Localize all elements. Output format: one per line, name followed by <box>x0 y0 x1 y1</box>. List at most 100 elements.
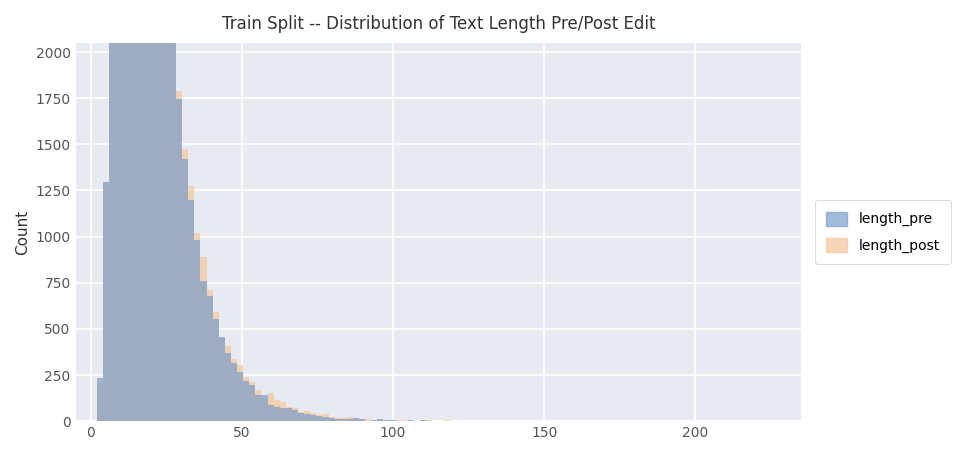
Bar <box>164 0 170 421</box>
Bar <box>218 337 225 421</box>
Bar <box>176 91 183 421</box>
Bar <box>378 419 384 421</box>
Bar <box>328 418 334 421</box>
Bar <box>310 413 316 421</box>
Bar <box>389 420 396 421</box>
Bar <box>121 0 128 421</box>
Bar <box>176 99 183 421</box>
Bar <box>237 372 243 421</box>
Bar <box>273 400 280 421</box>
Bar <box>359 419 365 421</box>
Bar <box>262 394 268 421</box>
Bar <box>128 0 133 421</box>
Bar <box>304 414 310 421</box>
Bar <box>389 420 396 421</box>
Bar <box>286 408 292 421</box>
Bar <box>365 420 371 421</box>
Bar <box>334 419 341 421</box>
Bar <box>201 257 207 421</box>
Bar <box>353 418 359 421</box>
Bar <box>201 281 207 421</box>
Bar <box>194 233 201 421</box>
Bar <box>97 378 102 421</box>
Bar <box>194 240 201 421</box>
Bar <box>268 394 273 421</box>
Y-axis label: Count: Count <box>15 209 30 255</box>
Bar <box>310 415 316 421</box>
Bar <box>292 410 298 421</box>
Bar <box>384 420 389 421</box>
Bar <box>188 186 194 421</box>
Bar <box>323 417 328 421</box>
Bar <box>371 420 378 421</box>
Bar <box>249 382 255 421</box>
Bar <box>139 0 146 421</box>
Bar <box>102 182 109 421</box>
Bar <box>353 418 359 421</box>
Bar <box>91 420 97 421</box>
Bar <box>512 420 518 421</box>
Bar <box>170 38 176 421</box>
Bar <box>243 381 249 421</box>
Bar <box>298 413 304 421</box>
Bar <box>121 0 128 421</box>
Bar <box>402 420 408 421</box>
Bar <box>262 398 268 421</box>
Bar <box>426 420 432 421</box>
Bar <box>323 415 328 421</box>
Bar <box>133 0 139 421</box>
Bar <box>304 411 310 421</box>
Bar <box>378 420 384 421</box>
Bar <box>183 149 188 421</box>
Bar <box>97 383 102 421</box>
Bar <box>207 296 213 421</box>
Bar <box>469 420 475 421</box>
Bar <box>255 395 262 421</box>
Bar <box>231 359 237 421</box>
Bar <box>146 0 152 421</box>
Bar <box>91 420 97 421</box>
Bar <box>231 363 237 421</box>
Bar <box>347 417 353 421</box>
Bar <box>463 420 469 421</box>
Bar <box>237 364 243 421</box>
Bar <box>298 412 304 421</box>
Bar <box>384 420 389 421</box>
Bar <box>365 419 371 421</box>
Bar <box>292 408 298 421</box>
Bar <box>109 0 115 421</box>
Bar <box>188 201 194 421</box>
Bar <box>152 0 157 421</box>
Bar <box>487 420 494 421</box>
Bar <box>268 405 273 421</box>
Bar <box>420 420 426 421</box>
Bar <box>347 419 353 421</box>
Title: Train Split -- Distribution of Text Length Pre/Post Edit: Train Split -- Distribution of Text Leng… <box>221 15 655 33</box>
Bar <box>396 420 402 421</box>
Bar <box>207 290 213 421</box>
Bar <box>218 338 225 421</box>
Bar <box>273 408 280 421</box>
Bar <box>396 420 402 421</box>
Bar <box>420 420 426 421</box>
Bar <box>316 415 323 421</box>
Bar <box>280 408 286 421</box>
Bar <box>109 0 115 421</box>
Bar <box>371 420 378 421</box>
Bar <box>255 390 262 421</box>
Bar <box>408 420 414 421</box>
Bar <box>243 377 249 421</box>
Bar <box>146 0 152 421</box>
Bar <box>213 312 218 421</box>
Bar <box>102 182 109 421</box>
Bar <box>225 353 231 421</box>
Bar <box>139 0 146 421</box>
Bar <box>133 0 139 421</box>
Bar <box>408 420 414 421</box>
Bar <box>341 419 347 421</box>
Bar <box>164 0 170 421</box>
Bar <box>359 419 365 421</box>
Bar <box>328 417 334 421</box>
Bar <box>444 420 450 421</box>
Bar <box>316 416 323 421</box>
